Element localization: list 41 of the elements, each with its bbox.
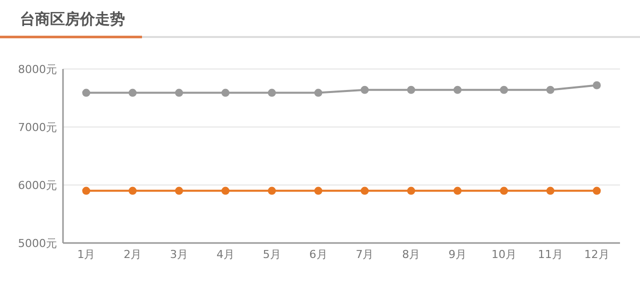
point: [82, 88, 90, 97]
point: [175, 186, 184, 195]
y-tick-label: 5000元: [18, 237, 57, 250]
point: [221, 88, 230, 97]
x-tick-label: 9月: [448, 248, 467, 261]
x-tick-label: 3月: [170, 248, 188, 261]
point: [407, 186, 416, 195]
point: [592, 81, 601, 90]
point: [175, 88, 184, 97]
point: [128, 88, 137, 97]
point: [546, 86, 554, 94]
point: [221, 186, 230, 195]
point: [82, 186, 90, 195]
point: [454, 86, 462, 94]
point: [314, 186, 322, 195]
point: [268, 186, 276, 195]
x-tick-label: 5月: [262, 248, 281, 261]
x-tick-label: 7月: [356, 248, 374, 261]
point: [268, 88, 276, 97]
point: [454, 186, 462, 195]
point: [360, 86, 369, 94]
x-tick-label: 1月: [77, 248, 96, 261]
x-tick-label: 12月: [584, 248, 610, 261]
chart-title: 台商区房价走势: [20, 10, 125, 28]
x-tick-label: 8月: [402, 248, 420, 261]
x-tick-label: 10月: [491, 248, 516, 261]
y-tick-label: 7000元: [18, 121, 57, 134]
x-tick-label: 11月: [538, 248, 563, 261]
point: [592, 186, 601, 195]
point: [500, 186, 508, 195]
point: [407, 86, 416, 94]
point: [546, 186, 554, 195]
point: [500, 86, 508, 94]
y-tick-label: 8000元: [18, 63, 57, 76]
x-tick-label: 2月: [124, 248, 142, 261]
x-tick-label: 6月: [309, 248, 328, 261]
point: [128, 186, 137, 195]
y-tick-label: 6000元: [18, 179, 57, 192]
point: [360, 186, 369, 195]
point: [314, 88, 322, 97]
x-tick-label: 4月: [216, 248, 234, 261]
